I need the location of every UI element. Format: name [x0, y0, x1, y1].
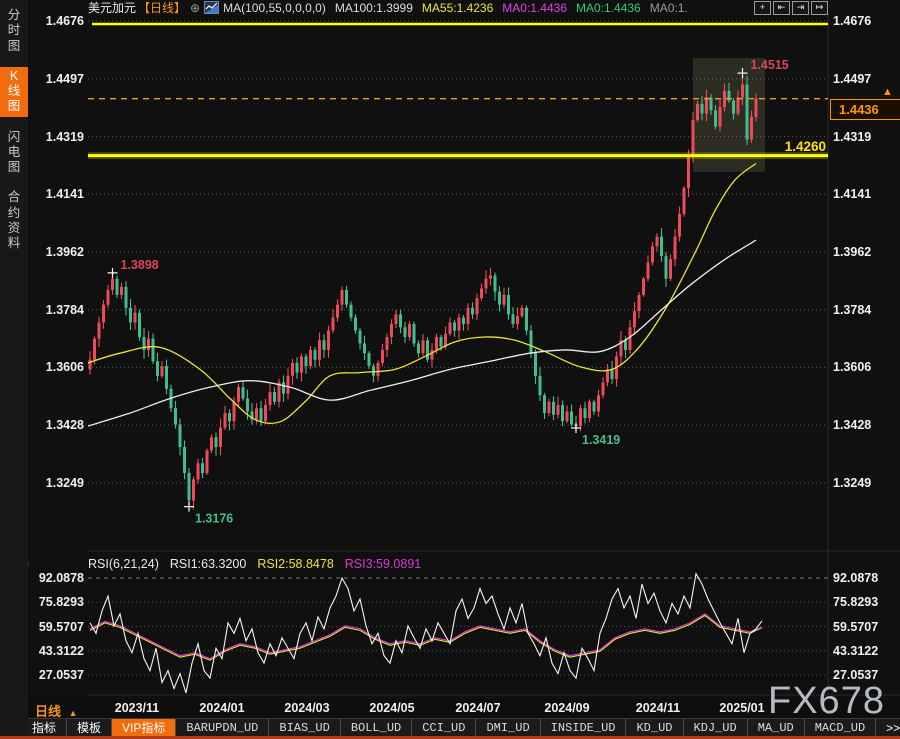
- price-axis-label: 1.4497: [833, 71, 872, 86]
- price-axis-label: 1.3784: [45, 302, 84, 317]
- date-axis-label: 2024/03: [284, 701, 330, 715]
- chart-toolbar: + ⇤ ⇥ ↦: [754, 1, 828, 15]
- crosshair-tool-icon[interactable]: +: [754, 1, 771, 15]
- indicator-tab[interactable]: VIP指标: [112, 719, 177, 737]
- date-axis-label: 2024/09: [544, 701, 590, 715]
- extreme-value-label: 1.4515: [751, 58, 789, 72]
- rsi-axis-label: 27.0537: [833, 668, 879, 682]
- date-axis: 日线 ▲ 2023/11 2024/01 2024/03 2024/05 2024/07…: [28, 699, 900, 720]
- compress-right-icon[interactable]: ⇥: [792, 1, 809, 15]
- indicator-tab[interactable]: BARUPDN_UD: [176, 719, 270, 737]
- date-axis-label: 2023/11: [114, 701, 160, 715]
- extreme-value-label: 1.3419: [582, 433, 620, 447]
- indicator-tab[interactable]: CCI_UD: [412, 719, 477, 737]
- ma-legend-item: MA0:1.4436: [576, 0, 641, 15]
- sidebar-item-view[interactable]: 闪 电 图: [7, 129, 21, 175]
- rsi-legend-item: RSI2:58.8478: [257, 557, 334, 571]
- sidebar-item-view[interactable]: 分 时 图: [7, 8, 21, 53]
- indicator-tab[interactable]: BIAS_UD: [269, 719, 341, 737]
- indicator-tab[interactable]: KDJ_UD: [684, 719, 748, 737]
- rsi-axis-label: 59.5707: [833, 619, 879, 634]
- indicator-tab[interactable]: BOLL_UD: [341, 719, 413, 737]
- price-axis-label: 1.3962: [45, 245, 84, 260]
- price-axis-label: 1.3428: [833, 418, 872, 433]
- price-up-arrow-icon: ▲: [882, 86, 893, 98]
- rsi-axis-label: 43.3122: [833, 643, 879, 658]
- rsi-axis-label: 92.0878: [38, 571, 84, 585]
- rsi-legend-item: RSI3:59.0891: [344, 557, 422, 571]
- indicator-tab[interactable]: DMI_UD: [476, 719, 541, 737]
- period-tag: 【日线】: [138, 1, 187, 15]
- period-toggle-button[interactable]: 日线 ▲: [35, 701, 78, 720]
- rsi-axis-label: 59.5707: [38, 619, 84, 634]
- ma-legend-item: MA55:1.4236: [421, 0, 494, 15]
- date-axis-label: 2025/01: [719, 701, 765, 715]
- period-toggle-label: 日线: [35, 704, 62, 719]
- ma-legend-item: MA100:1.3999: [334, 0, 413, 15]
- symbol-title: 美元加元: [88, 1, 137, 15]
- rsi-legend-item: RSI(6,21,24): [88, 557, 159, 571]
- price-axis-label: 1.3606: [833, 360, 872, 375]
- ma-legend-item: MA0:1.: [649, 0, 688, 15]
- price-axis-label: 1.4319: [833, 129, 872, 144]
- rsi-axis-label: 27.0537: [38, 668, 84, 682]
- indicator-tab-bar: 指标 模板 VIP指标 BARUPDN_UD BIAS_UD BOLL_UD CCI_UD D…: [22, 718, 900, 737]
- price-axis-label: 1.3428: [45, 418, 84, 433]
- shift-axis-icon[interactable]: ↦: [811, 1, 828, 15]
- price-axis-label: 1.4141: [45, 187, 84, 202]
- kline-style-icon[interactable]: [204, 1, 220, 14]
- price-axis-label: 1.3249: [45, 476, 84, 490]
- indicator-tab[interactable]: 指标: [22, 719, 68, 737]
- more-tabs-button[interactable]: >>: [876, 719, 900, 737]
- indicator-tab[interactable]: INSIDE_UD: [541, 719, 627, 737]
- sidebar-item-view[interactable]: 合 约 资 料: [7, 190, 21, 250]
- price-axis-label: 1.3249: [833, 476, 872, 490]
- price-axis-label: 1.4319: [45, 129, 84, 144]
- indicator-tab[interactable]: KD_UD: [626, 719, 684, 737]
- price-axis-label: 1.4676: [45, 14, 84, 28]
- ma-legend-item: MA(100,55,0,0,0,0): [223, 0, 326, 15]
- support-level-label: 1.4260: [784, 139, 826, 154]
- rsi-legend: RSI(6,21,24) RSI1:63.3200 RSI2:58.8478 RSI3…: [88, 557, 421, 571]
- rsi-legend-item: RSI1:63.3200: [169, 557, 247, 571]
- date-axis-label: 2024/05: [369, 701, 415, 715]
- indicator-tab[interactable]: 模板: [67, 719, 113, 737]
- price-axis-label: 1.4497: [45, 71, 84, 86]
- extreme-value-label: 1.3898: [121, 258, 159, 272]
- chart-header: 美元加元 【日线】 ⊕ MA(100,55,0,0,0,0) MA100:1.39…: [28, 0, 900, 16]
- extreme-value-label: 1.3176: [195, 512, 233, 526]
- price-axis-label: 1.4676: [833, 14, 872, 28]
- date-axis-label: 2024/01: [199, 701, 245, 715]
- sidebar-item-kline-chart[interactable]: K 线 图: [0, 66, 28, 117]
- collapse-arrow-icon: ▲: [68, 708, 78, 718]
- watermark: FX678: [768, 680, 885, 722]
- bottom-accent-strip: [0, 736, 900, 739]
- compress-left-icon[interactable]: ⇤: [773, 1, 790, 15]
- add-indicator-icon[interactable]: ⊕: [190, 0, 201, 15]
- current-price-marker: 1.4436: [830, 99, 900, 120]
- rsi-axis-label: 43.3122: [38, 643, 84, 658]
- ma-legend-item: MA0:1.4436: [502, 0, 567, 15]
- indicator-tab[interactable]: MACD_UD: [805, 719, 877, 737]
- rsi-axis-label: 92.0878: [833, 571, 879, 585]
- rsi-axis-label: 75.8293: [833, 595, 879, 610]
- date-axis-label: 2024/11: [635, 701, 681, 715]
- sidebar: 分 时 图 K 线 图闪 电 图合 约 资 料: [0, 0, 28, 739]
- price-axis-label: 1.3784: [833, 302, 872, 317]
- price-axis-label: 1.4141: [833, 187, 872, 202]
- rsi-axis-label: 75.8293: [38, 595, 84, 610]
- price-axis-label: 1.3962: [833, 245, 872, 260]
- date-axis-label: 2024/07: [455, 701, 501, 715]
- ma-legend: MA(100,55,0,0,0,0) MA100:1.3999 MA55:1.423…: [223, 1, 697, 15]
- indicator-tab[interactable]: MA_UD: [748, 719, 805, 737]
- price-axis-label: 1.3606: [45, 360, 84, 375]
